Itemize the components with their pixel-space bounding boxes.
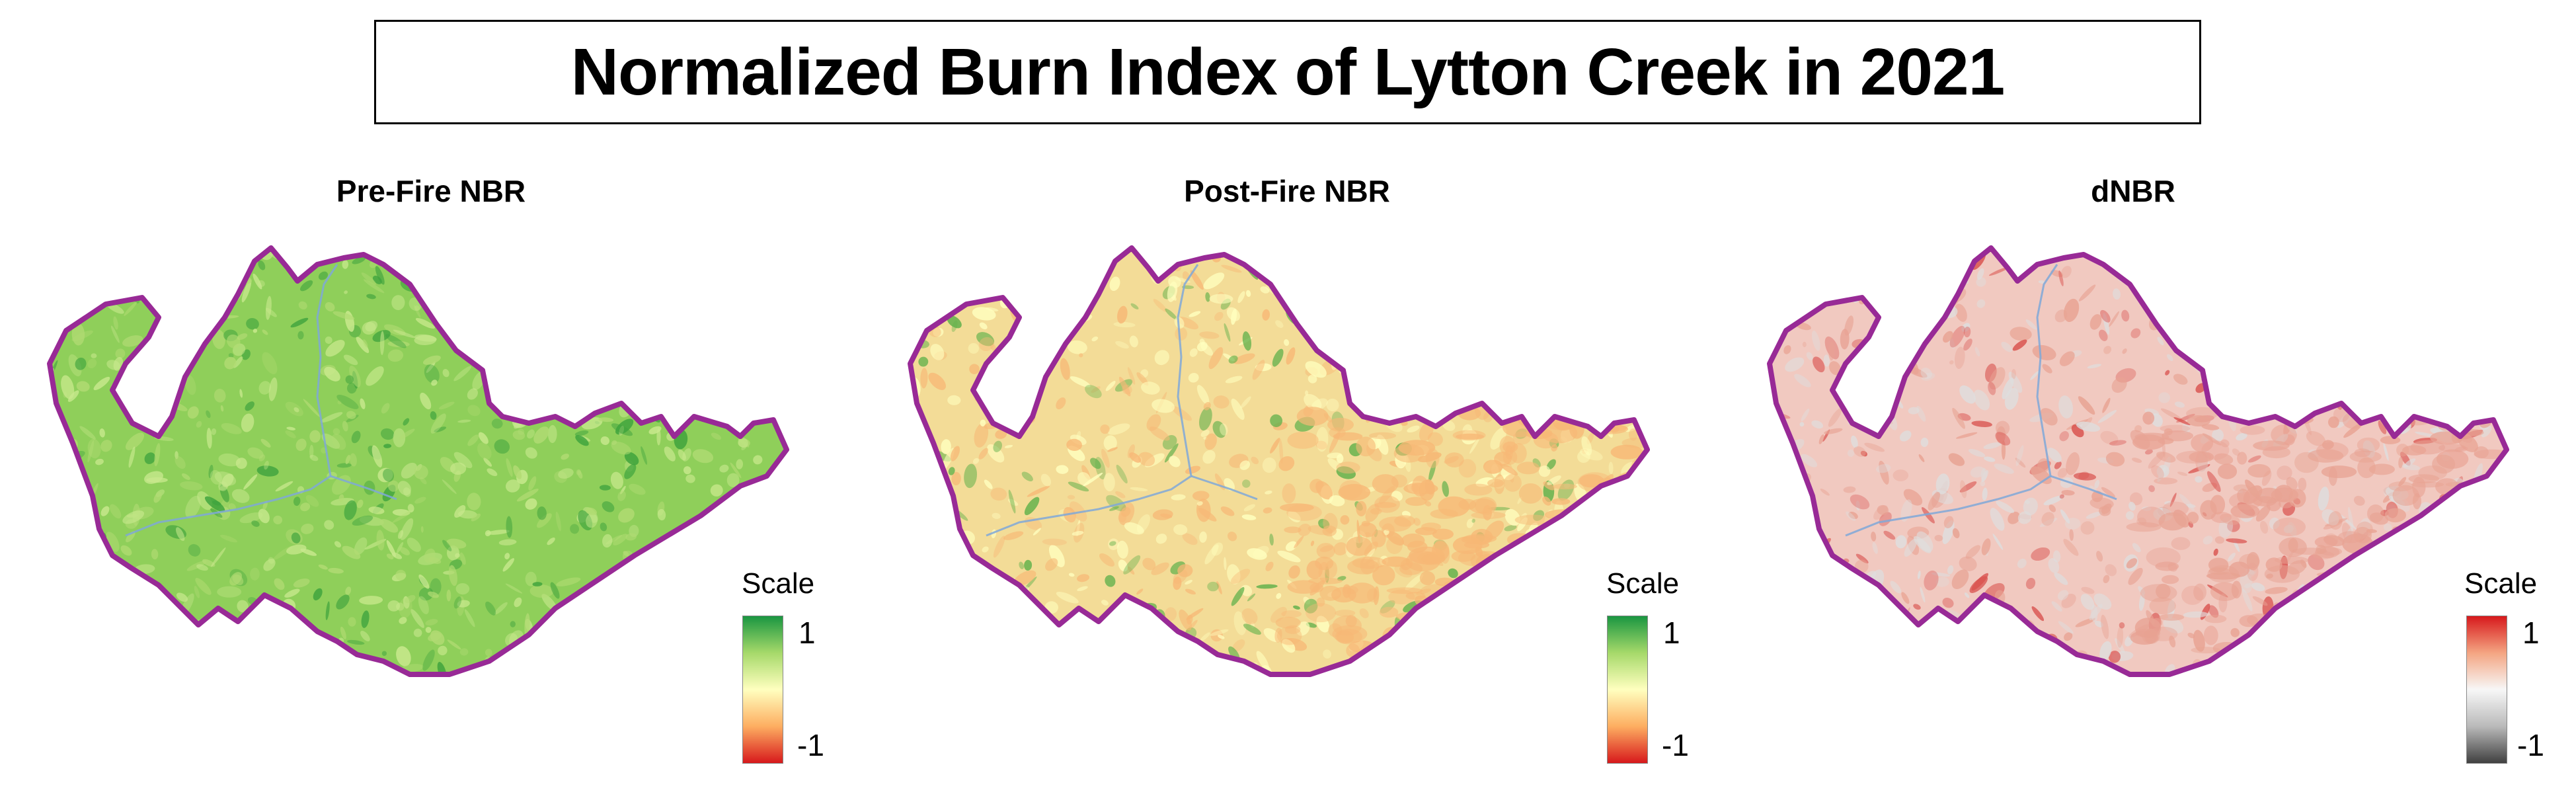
fire-boundary (1767, 245, 2509, 677)
legend-title-pre-fire: Scale (742, 567, 815, 600)
study-area-fill (1770, 248, 2507, 674)
map-post-fire (908, 245, 1650, 677)
legend-max-pre-fire: 1 (799, 616, 816, 650)
fire-boundary (908, 245, 1650, 677)
panel-title-dnbr: dNBR (2091, 174, 2175, 208)
legend-min-post-fire: -1 (1662, 728, 1689, 762)
river-line-1 (330, 475, 397, 501)
legend-colorbar-post-fire (1607, 616, 1648, 764)
legend-min-dnbr: -1 (2517, 728, 2544, 762)
river-line-1 (2050, 475, 2117, 501)
legend-max-dnbr: 1 (2522, 616, 2540, 650)
fire-boundary (47, 245, 789, 677)
map-dnbr (1767, 245, 2509, 677)
figure-title: Normalized Burn Index of Lytton Creek in… (570, 34, 2005, 109)
legend-max-post-fire: 1 (1663, 616, 1680, 650)
panel-dnbr: dNBR Scale 1 -1 (1746, 0, 2576, 804)
river-line-1 (1190, 475, 1258, 501)
legend-title-post-fire: Scale (1606, 567, 1680, 600)
legend-colorbar-dnbr (2466, 616, 2507, 764)
panel-title-pre-fire: Pre-Fire NBR (336, 174, 526, 208)
panel-post-fire: Post-Fire NBR Scale 1 -1 (887, 0, 1746, 804)
legend-min-pre-fire: -1 (797, 728, 824, 762)
legend-title-dnbr: Scale (2464, 567, 2538, 600)
study-area-fill (910, 248, 1647, 674)
legend-colorbar-pre-fire (742, 616, 783, 764)
study-area-fill (50, 248, 787, 674)
title-box: Normalized Burn Index of Lytton Creek in… (374, 20, 2201, 124)
panel-title-post-fire: Post-Fire NBR (1184, 174, 1390, 208)
map-pre-fire (47, 245, 789, 677)
panel-pre-fire: Pre-Fire NBR Scale 1 -1 (26, 0, 886, 804)
